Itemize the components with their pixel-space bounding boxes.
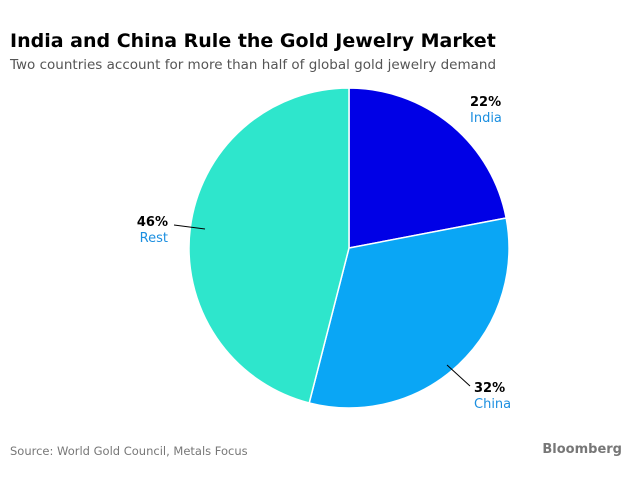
slice-category-label-india: India xyxy=(470,111,502,126)
leader-line-rest xyxy=(173,224,206,230)
bloomberg-logo: Bloomberg xyxy=(542,442,622,457)
slice-value-label-india: 22% xyxy=(470,95,501,110)
chart-title: India and China Rule the Gold Jewelry Ma… xyxy=(10,30,496,52)
slice-value-label-china: 32% xyxy=(474,381,505,396)
leader-line-china xyxy=(446,364,471,387)
slice-value-label-rest: 46% xyxy=(137,215,168,230)
slice-category-label-rest: Rest xyxy=(140,231,168,246)
source-note: Source: World Gold Council, Metals Focus xyxy=(10,444,248,458)
pie-slice-india xyxy=(348,87,508,249)
slice-category-label-china: China xyxy=(474,397,511,412)
pie-slice-china xyxy=(308,217,510,409)
pie-slice-rest xyxy=(188,87,350,404)
chart-subtitle: Two countries account for more than half… xyxy=(10,57,497,73)
